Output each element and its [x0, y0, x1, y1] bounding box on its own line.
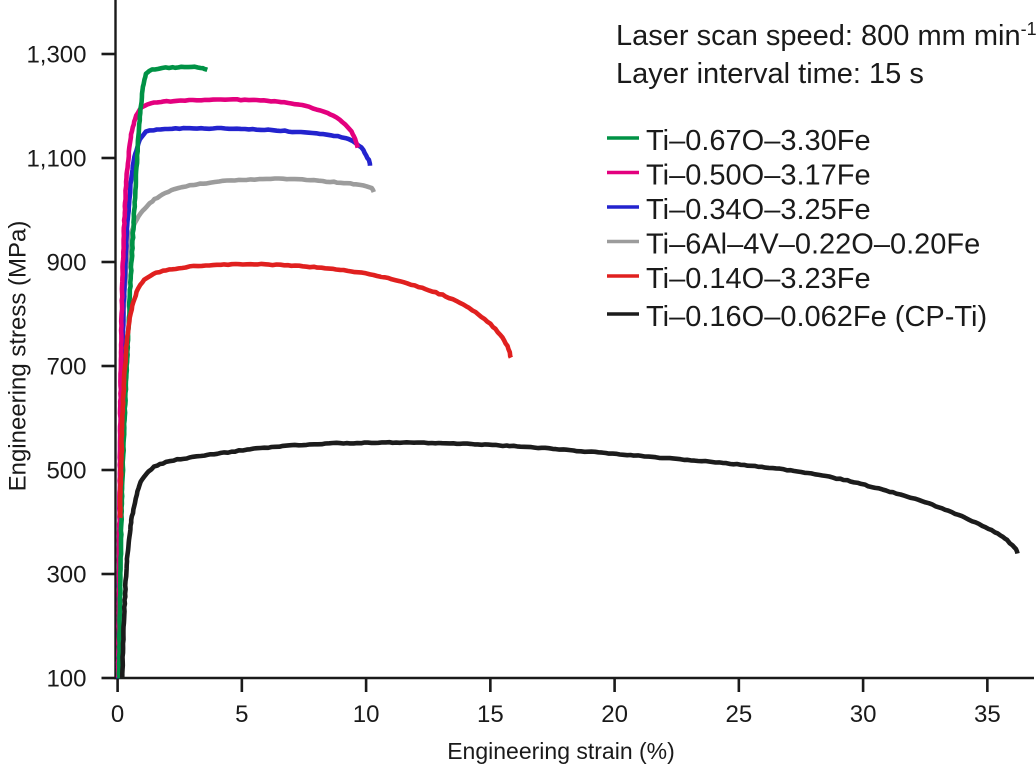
x-tick-label: 35: [974, 701, 1001, 728]
curve-Ti–0.16O–0.062Fe (CP-Ti): [119, 439, 1020, 679]
axes: 100 300 500 700 900 1,100 1,300 0 5 10 15 20 25 30 35: [26, 0, 1034, 728]
legend: Ti–0.67O–3.30FeTi–0.50O–3.17FeTi–0.34O–3…: [607, 125, 987, 333]
curves: [115, 64, 1020, 679]
annotation-layer-interval-time: Layer interval time: 15 s: [616, 58, 924, 90]
curve-Ti–0.50O–3.17Fe: [115, 97, 360, 679]
curve-Ti–0.34O–3.25Fe: [115, 125, 373, 679]
x-tick-label: 5: [235, 701, 248, 728]
y-tick-label: 700: [46, 353, 86, 380]
y-axis-label: Engineering stress (MPa): [5, 221, 32, 492]
y-tick-label: 1,100: [26, 145, 86, 172]
legend-label: Ti–0.67O–3.30Fe: [646, 125, 871, 157]
y-tick-label: 100: [46, 665, 86, 692]
legend-label: Ti–0.14O–3.23Fe: [646, 263, 871, 295]
legend-label: Ti–0.34O–3.25Fe: [646, 194, 871, 226]
legend-label: Ti–0.16O–0.062Fe (CP-Ti): [646, 301, 987, 333]
x-tick-label: 10: [353, 701, 380, 728]
x-axis-label: Engineering strain (%): [447, 738, 675, 764]
y-tick-label: 900: [46, 249, 86, 276]
x-tick-label: 0: [111, 701, 124, 728]
legend-label: Ti–6Al–4V–0.22O–0.20Fe: [646, 229, 980, 261]
legend-label: Ti–0.50O–3.17Fe: [646, 160, 871, 192]
x-tick-label: 15: [477, 701, 504, 728]
x-tick-label: 30: [850, 701, 877, 728]
x-tick-label: 25: [725, 701, 752, 728]
x-tick-label: 20: [601, 701, 628, 728]
curve-Ti–0.14O–3.23Fe: [117, 261, 513, 519]
y-tick-label: 300: [46, 561, 86, 588]
y-tick-label: 500: [46, 457, 86, 484]
curve-Ti–6Al–4V–0.22O–0.20Fe: [116, 176, 376, 679]
y-tick-label: 1,300: [26, 41, 86, 68]
annotation-laser-scan-speed: Laser scan speed: 800 mm min-1: [616, 19, 1036, 52]
